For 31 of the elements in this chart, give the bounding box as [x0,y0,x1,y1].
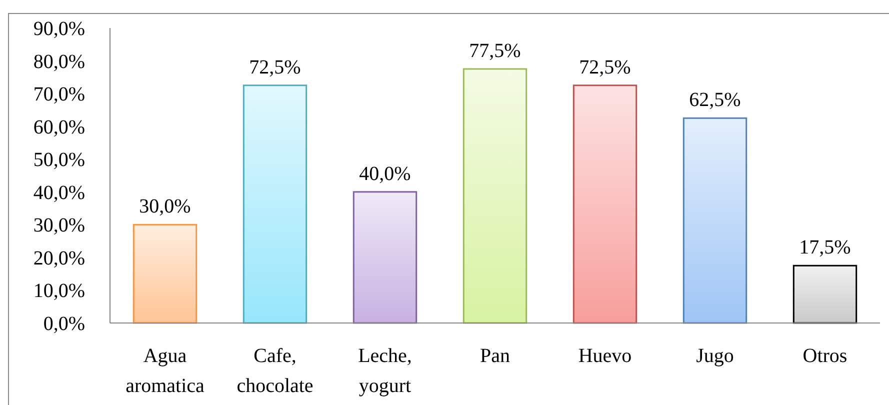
x-tick-label: Cafe, chocolate [236,345,314,397]
data-label: 30,0% [139,196,191,218]
y-tick-label: 60,0% [33,116,85,138]
y-tick-label: 20,0% [33,247,85,270]
bar [242,84,308,324]
data-label: 62,5% [689,89,741,112]
x-tick-label: Jugo [696,345,734,367]
y-tick-label: 70,0% [33,84,85,106]
y-tick-label: 90,0% [33,18,85,40]
y-tick-label: 50,0% [33,149,85,172]
x-tick-label: Pan [480,345,510,367]
x-tick-label: Agua aromatica [126,345,205,397]
x-tick-label: Leche, yogurt [358,345,412,397]
data-label: 40,0% [359,162,411,185]
bar [792,264,858,324]
data-label: 72,5% [249,56,301,78]
y-tick-label: 10,0% [33,280,85,302]
y-tick-label: 0,0% [43,313,85,335]
x-tick-label: Huevo [578,345,632,367]
bar [682,117,748,324]
x-tick-label: Otros [802,345,848,367]
data-label: 17,5% [799,236,851,259]
bar [462,68,528,324]
data-label: 77,5% [469,40,521,62]
data-label: 72,5% [579,56,631,78]
bar [132,224,198,324]
bar [572,84,638,324]
y-tick-label: 30,0% [33,214,85,237]
y-tick-label: 80,0% [33,50,85,73]
bar [352,191,418,324]
y-tick-label: 40,0% [33,182,85,204]
